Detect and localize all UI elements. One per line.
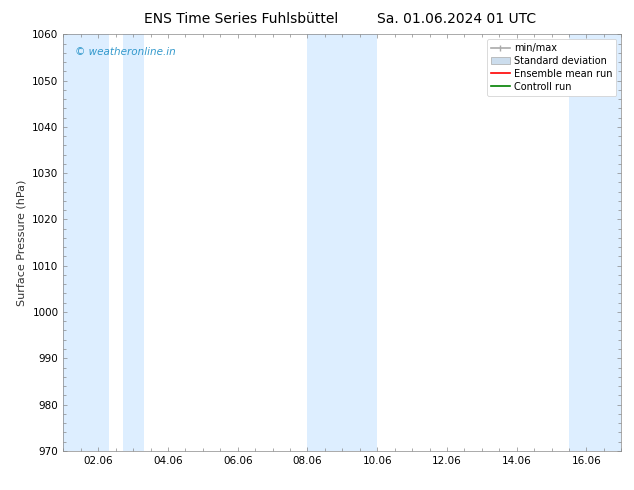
Text: Sa. 01.06.2024 01 UTC: Sa. 01.06.2024 01 UTC (377, 12, 536, 26)
Text: © weatheronline.in: © weatheronline.in (75, 47, 176, 57)
Legend: min/max, Standard deviation, Ensemble mean run, Controll run: min/max, Standard deviation, Ensemble me… (487, 39, 616, 96)
Bar (63, 34, 109, 451)
Bar (123, 34, 143, 451)
Bar (307, 34, 377, 451)
Bar (569, 34, 621, 451)
Y-axis label: Surface Pressure (hPa): Surface Pressure (hPa) (16, 179, 27, 306)
Text: ENS Time Series Fuhlsbüttel: ENS Time Series Fuhlsbüttel (144, 12, 338, 26)
